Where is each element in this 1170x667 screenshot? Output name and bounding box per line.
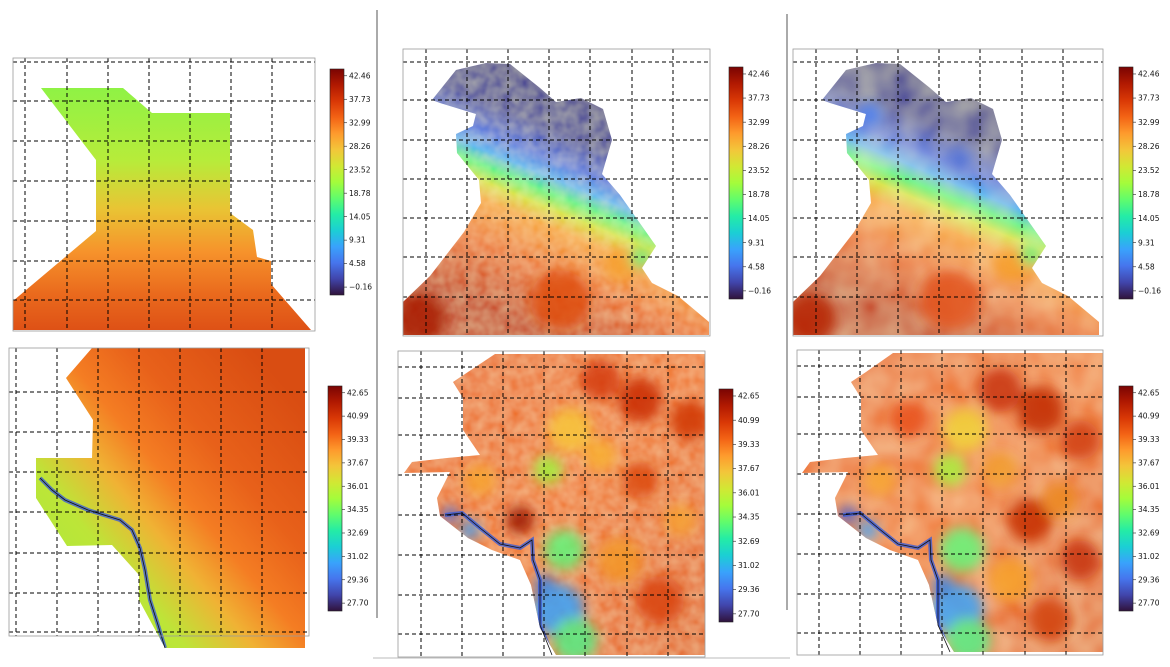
- colorbar-tick-label: 39.33: [738, 440, 760, 449]
- colorbar-tick-label: 32.99: [349, 118, 371, 127]
- colorbar-tick-label: 29.36: [738, 585, 760, 594]
- colorbar-tick-label: 23.52: [1138, 166, 1160, 175]
- colorbar-ramp: [329, 68, 345, 296]
- colorbar-tick-label: 4.58: [349, 259, 366, 268]
- colorbar-tick-label: 39.33: [347, 435, 369, 444]
- colorbar-tick-label: 32.99: [748, 118, 770, 127]
- colorbar-tick-label: 36.01: [347, 482, 369, 491]
- colorbar-tick-label: 42.65: [1138, 388, 1160, 397]
- colorbar-tick-label: 23.52: [748, 166, 770, 175]
- colorbar-tick-label: 42.65: [738, 392, 760, 401]
- colorbar-ramp: [1118, 66, 1134, 300]
- colorbar-tick-label: 37.67: [738, 464, 760, 473]
- colorbar-tick-label: 14.05: [1138, 214, 1160, 223]
- colorbar-tick-label: −0.16: [349, 283, 372, 292]
- colorbar-tick-label: 9.31: [748, 238, 765, 247]
- map-panel-bottom-middle: [397, 350, 706, 658]
- map-panel-top-left: [12, 57, 316, 332]
- colorbar-tick-label: 18.78: [748, 190, 770, 199]
- colorbar-tick-label: 34.35: [1138, 505, 1160, 514]
- coastline-bottom-middle: [444, 512, 553, 656]
- map-frame-bottom-middle: [397, 350, 706, 658]
- colorbar-tick-label: 34.35: [738, 513, 760, 522]
- colorbar-tick-label: 40.99: [347, 412, 369, 421]
- colorbar: 42.46 37.73 32.99 28.26 23.52 18.78 14.05 9.31 4…: [1118, 66, 1161, 300]
- map-frame-top-left: [12, 57, 316, 332]
- colorbar-tick-label: 42.46: [349, 71, 371, 80]
- colorbar-tick-label: 28.26: [1138, 142, 1160, 151]
- colorbar-tick-label: 14.05: [349, 212, 371, 221]
- colorbar-tick-label: 29.36: [347, 575, 369, 584]
- colorbar-tick-label: 4.58: [748, 262, 765, 271]
- colorbar-tick-label: 23.52: [349, 165, 371, 174]
- colorbar-tick-label: 42.65: [347, 388, 369, 397]
- map-panel-bottom-left: [8, 347, 310, 649]
- colorbar-tick-label: 27.70: [738, 609, 760, 618]
- colorbar-tick-label: 42.46: [1138, 70, 1160, 79]
- colorbar: 42.65 40.99 39.33 37.67 36.01 34.35 32.69 31.02…: [1118, 385, 1160, 612]
- colorbar: 42.65 40.99 39.33 37.67 36.01 34.35 32.69 31.02…: [718, 388, 760, 623]
- colorbar-tick-label: 42.46: [748, 70, 770, 79]
- colorbar-tick-label: 37.67: [1138, 458, 1160, 467]
- colorbar-tick-label: 37.73: [1138, 94, 1160, 103]
- colorbar-tick-label: 18.78: [1138, 190, 1160, 199]
- colorbar-ramp: [728, 66, 744, 300]
- colorbar-tick-label: 28.26: [349, 142, 371, 151]
- colorbar-tick-label: 9.31: [349, 236, 366, 245]
- colorbar-tick-label: 32.69: [1138, 529, 1160, 538]
- colorbar-tick-label: 27.70: [1138, 599, 1160, 608]
- colorbar-tick-label: 37.73: [349, 95, 371, 104]
- colorbar-tick-label: 28.26: [748, 142, 770, 151]
- colorbar-tick-label: 31.02: [347, 552, 369, 561]
- colorbar-tick-label: 37.73: [748, 94, 770, 103]
- map-frame-top-middle: [402, 48, 711, 337]
- map-frame-bottom-left: [8, 347, 310, 637]
- colorbar: 42.46 37.73 32.99 28.26 23.52 18.78 14.05 9.31 4…: [329, 68, 372, 296]
- colorbar-tick-label: 36.01: [1138, 482, 1160, 491]
- map-field-bottom-left: [36, 348, 305, 648]
- map-panel-bottom-right: [796, 349, 1104, 656]
- colorbar-tick-label: 9.31: [1138, 238, 1155, 247]
- colorbar-ramp: [718, 388, 734, 623]
- colorbar-tick-label: 32.99: [1138, 118, 1160, 127]
- map-field-bottom-middle: [404, 354, 705, 655]
- colorbar-tick-label: 40.99: [1138, 412, 1160, 421]
- colorbar-tick-label: 39.33: [1138, 435, 1160, 444]
- colorbar-tick-label: −0.16: [748, 286, 771, 295]
- colorbar-tick-label: 14.05: [748, 214, 770, 223]
- colorbar-tick-label: 40.99: [738, 416, 760, 425]
- coastline-bottom-right: [842, 512, 951, 653]
- colorbar-ramp: [327, 385, 343, 612]
- colorbar-tick-label: 27.70: [347, 599, 369, 608]
- map-field-top-left: [13, 88, 311, 330]
- colorbar-tick-label: 36.01: [738, 488, 760, 497]
- colorbar: 42.46 37.73 32.99 28.26 23.52 18.78 14.05 9.31 4…: [728, 66, 771, 300]
- map-frame-top-right: [792, 48, 1104, 337]
- colorbar-tick-label: 37.67: [347, 458, 369, 467]
- map-panel-top-middle: [402, 48, 711, 337]
- colorbar: 42.65 40.99 39.33 37.67 36.01 34.35 32.69 31.02…: [327, 385, 369, 612]
- colorbar-tick-label: 31.02: [1138, 552, 1160, 561]
- colorbar-tick-label: 31.02: [738, 561, 760, 570]
- colorbar-ramp: [1118, 385, 1134, 612]
- colorbar-tick-label: 29.36: [1138, 575, 1160, 584]
- coastline-bottom-left: [39, 477, 166, 649]
- colorbar-tick-label: −0.16: [1138, 286, 1161, 295]
- map-panel-top-right: [792, 48, 1104, 337]
- colorbar-tick-label: 18.78: [349, 189, 371, 198]
- colorbar-tick-label: 32.69: [347, 529, 369, 538]
- colorbar-tick-label: 4.58: [1138, 262, 1155, 271]
- colorbar-tick-label: 32.69: [738, 537, 760, 546]
- colorbar-tick-label: 34.35: [347, 505, 369, 514]
- map-frame-bottom-right: [796, 349, 1104, 656]
